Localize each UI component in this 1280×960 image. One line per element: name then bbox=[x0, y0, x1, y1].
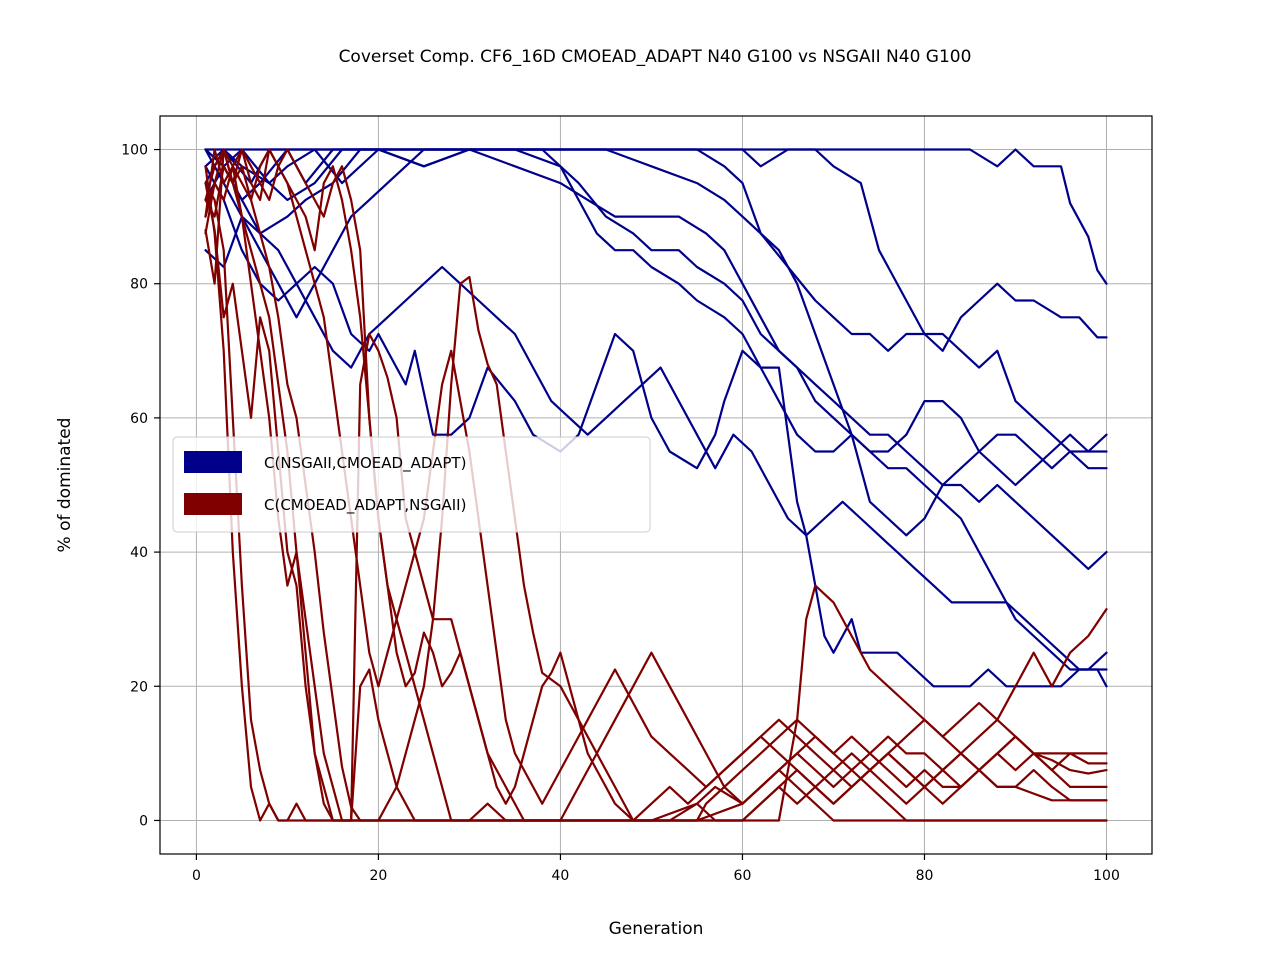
x-tick-label: 60 bbox=[734, 868, 752, 884]
x-tick-label: 40 bbox=[552, 868, 570, 884]
x-tick-label: 0 bbox=[192, 868, 201, 884]
y-tick-label: 20 bbox=[130, 679, 148, 695]
y-tick-label: 40 bbox=[130, 545, 148, 561]
legend: C(NSGAII,CMOEAD_ADAPT) C(CMOEAD_ADAPT,NS… bbox=[173, 437, 650, 532]
y-axis-label: % of dominated bbox=[55, 418, 75, 553]
y-tick-label: 60 bbox=[130, 411, 148, 427]
x-tick-label: 20 bbox=[370, 868, 388, 884]
legend-box bbox=[173, 437, 650, 532]
chart-title: Coverset Comp. CF6_16D CMOEAD_ADAPT N40 … bbox=[339, 47, 972, 67]
legend-swatch-cmoead-vs-nsgaii bbox=[184, 493, 242, 515]
x-axis-label: Generation bbox=[609, 919, 704, 939]
legend-label-cmoead-vs-nsgaii: C(CMOEAD_ADAPT,NSGAII) bbox=[264, 496, 466, 515]
legend-label-nsgaii-vs-cmoead: C(NSGAII,CMOEAD_ADAPT) bbox=[264, 454, 466, 473]
x-tick-label: 100 bbox=[1093, 868, 1120, 884]
y-tick-label: 0 bbox=[139, 813, 148, 829]
y-tick-label: 80 bbox=[130, 277, 148, 293]
x-tick-label: 80 bbox=[916, 868, 934, 884]
legend-swatch-nsgaii-vs-cmoead bbox=[184, 451, 242, 473]
y-tick-label: 100 bbox=[121, 143, 148, 159]
